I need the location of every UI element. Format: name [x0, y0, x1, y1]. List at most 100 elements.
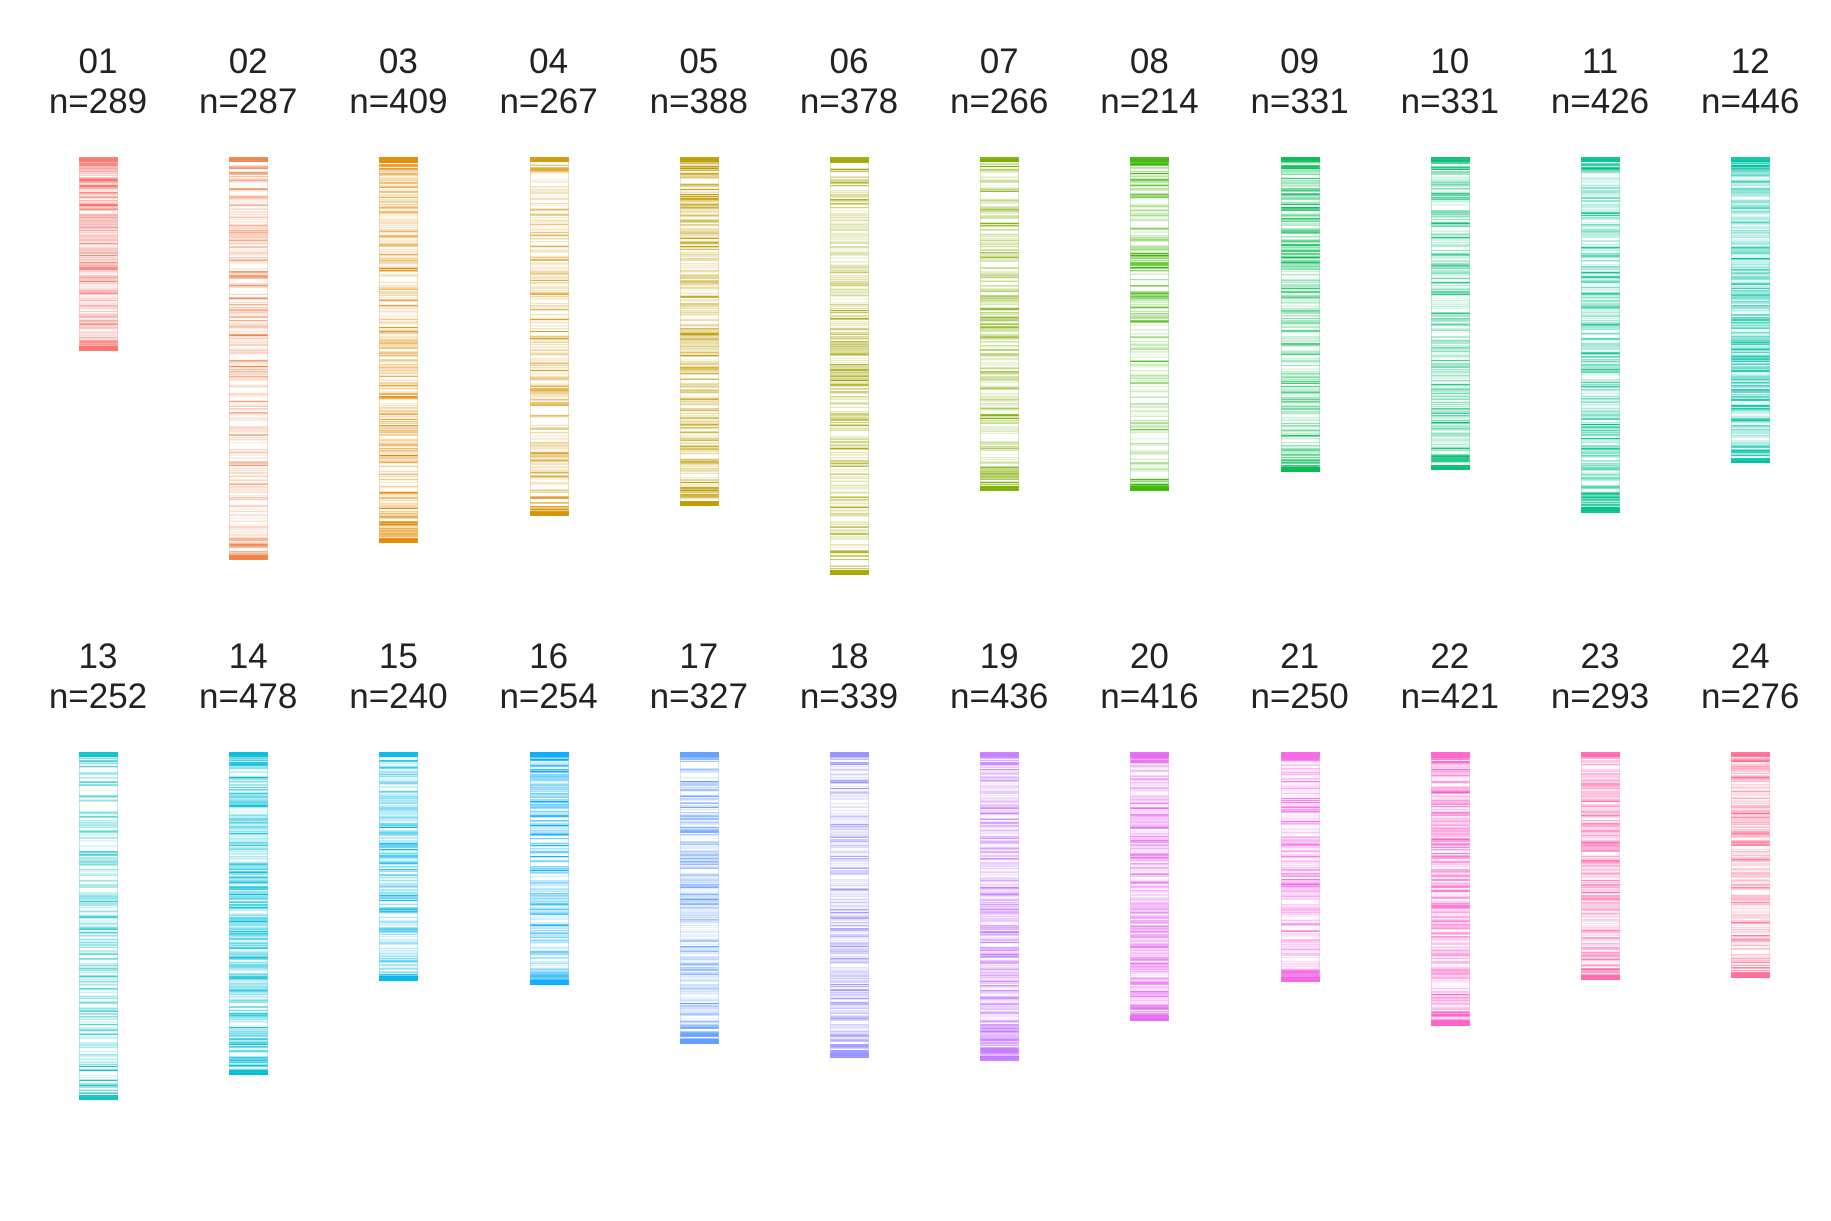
barcode-line [79, 281, 118, 283]
barcode-line [530, 364, 569, 366]
barcode-line [830, 402, 869, 404]
barcode-line [379, 353, 418, 355]
barcode-line [1130, 356, 1169, 358]
barcode-line [1130, 270, 1169, 272]
barcode-line [379, 514, 418, 516]
barcode-line [1281, 432, 1320, 434]
barcode-line [1731, 251, 1770, 253]
barcode-line [1281, 181, 1320, 183]
barcode-line [79, 823, 118, 825]
barcode-line [229, 1029, 268, 1031]
barcode-line [229, 826, 268, 828]
barcode-line [830, 242, 869, 244]
barcode-line [229, 802, 268, 804]
barcode-line [379, 409, 418, 411]
barcode-line [1581, 460, 1620, 462]
barcode-line [379, 359, 418, 361]
barcode-line [79, 886, 118, 888]
barcode-line [1581, 232, 1620, 234]
barcode-line [830, 485, 869, 488]
barcode-end-cap [79, 752, 118, 757]
barcode-line [229, 452, 268, 454]
barcode-line [79, 246, 118, 248]
barcode-line [229, 793, 268, 795]
barcode-line [79, 322, 118, 325]
barcode-line [1731, 302, 1770, 305]
barcode-line [379, 831, 418, 833]
barcode-line [1431, 456, 1470, 458]
barcode-line [229, 486, 268, 488]
barcode-line [980, 318, 1019, 320]
barcode-line [830, 483, 869, 485]
barcode-line [229, 951, 268, 953]
barcode-line [1281, 245, 1320, 247]
panel-count-label: n=378 [799, 82, 899, 121]
barcode-line [530, 282, 569, 284]
barcode-line [79, 200, 118, 202]
barcode-line [1281, 401, 1320, 403]
barcode-line [79, 276, 118, 278]
barcode-line [1281, 224, 1320, 226]
barcode-line [1281, 388, 1320, 390]
barcode-line [1581, 281, 1620, 283]
barcode-line [680, 203, 719, 206]
barcode-line [1281, 171, 1320, 173]
barcode-line [1431, 354, 1470, 356]
barcode-line [229, 856, 268, 858]
barcode-line [680, 428, 719, 430]
barcode-line [79, 816, 118, 818]
barcode-line [980, 246, 1019, 248]
barcode-line [980, 228, 1019, 230]
barcode-line [229, 232, 268, 234]
barcode-line [379, 430, 418, 432]
barcode-line [530, 462, 569, 464]
barcode-line [830, 200, 869, 202]
barcode-line [1431, 396, 1470, 398]
barcode-line [379, 174, 418, 176]
barcode-line [229, 975, 268, 977]
barcode-line [379, 212, 418, 214]
barcode-line [79, 1044, 118, 1047]
barcode-line [980, 296, 1019, 299]
barcode-line [680, 420, 719, 422]
barcode-line [229, 892, 268, 894]
barcode-line [79, 230, 118, 232]
barcode-line [1581, 325, 1620, 328]
barcode-line [830, 304, 869, 306]
barcode-line [1581, 253, 1620, 255]
barcode-line [680, 249, 719, 251]
barcode-line [79, 834, 118, 836]
barcode-line [229, 875, 268, 878]
barcode-line [379, 416, 418, 418]
barcode-line [1731, 327, 1770, 329]
barcode-line [680, 468, 719, 470]
barcode-line [1130, 453, 1169, 455]
barcode-line [1130, 406, 1169, 408]
barcode-line [229, 817, 268, 819]
panel-id-label: 12 [1730, 42, 1770, 81]
barcode-line [229, 956, 268, 958]
barcode-line [1431, 450, 1470, 452]
barcode-line [1581, 244, 1620, 246]
barcode-line [530, 325, 569, 327]
barcode-line [1431, 347, 1470, 349]
barcode-line [229, 942, 268, 944]
barcode-line [530, 245, 569, 247]
barcode-line [1731, 229, 1770, 231]
barcode-line [1431, 336, 1470, 338]
barcode-line [229, 534, 268, 536]
barcode-line [1581, 300, 1620, 302]
barcode-line [1431, 266, 1470, 269]
barcode-line [229, 921, 268, 923]
barcode-line [1731, 277, 1770, 279]
barcode-line [379, 203, 418, 205]
barcode-line [980, 454, 1019, 456]
barcode-line [1281, 232, 1320, 234]
barcode-line [229, 798, 268, 800]
barcode-line [379, 345, 418, 347]
barcode-line [980, 409, 1019, 411]
barcode-line [830, 388, 869, 390]
barcode-line [830, 207, 869, 209]
barcode-line [1130, 375, 1169, 377]
barcode-line [830, 288, 869, 290]
